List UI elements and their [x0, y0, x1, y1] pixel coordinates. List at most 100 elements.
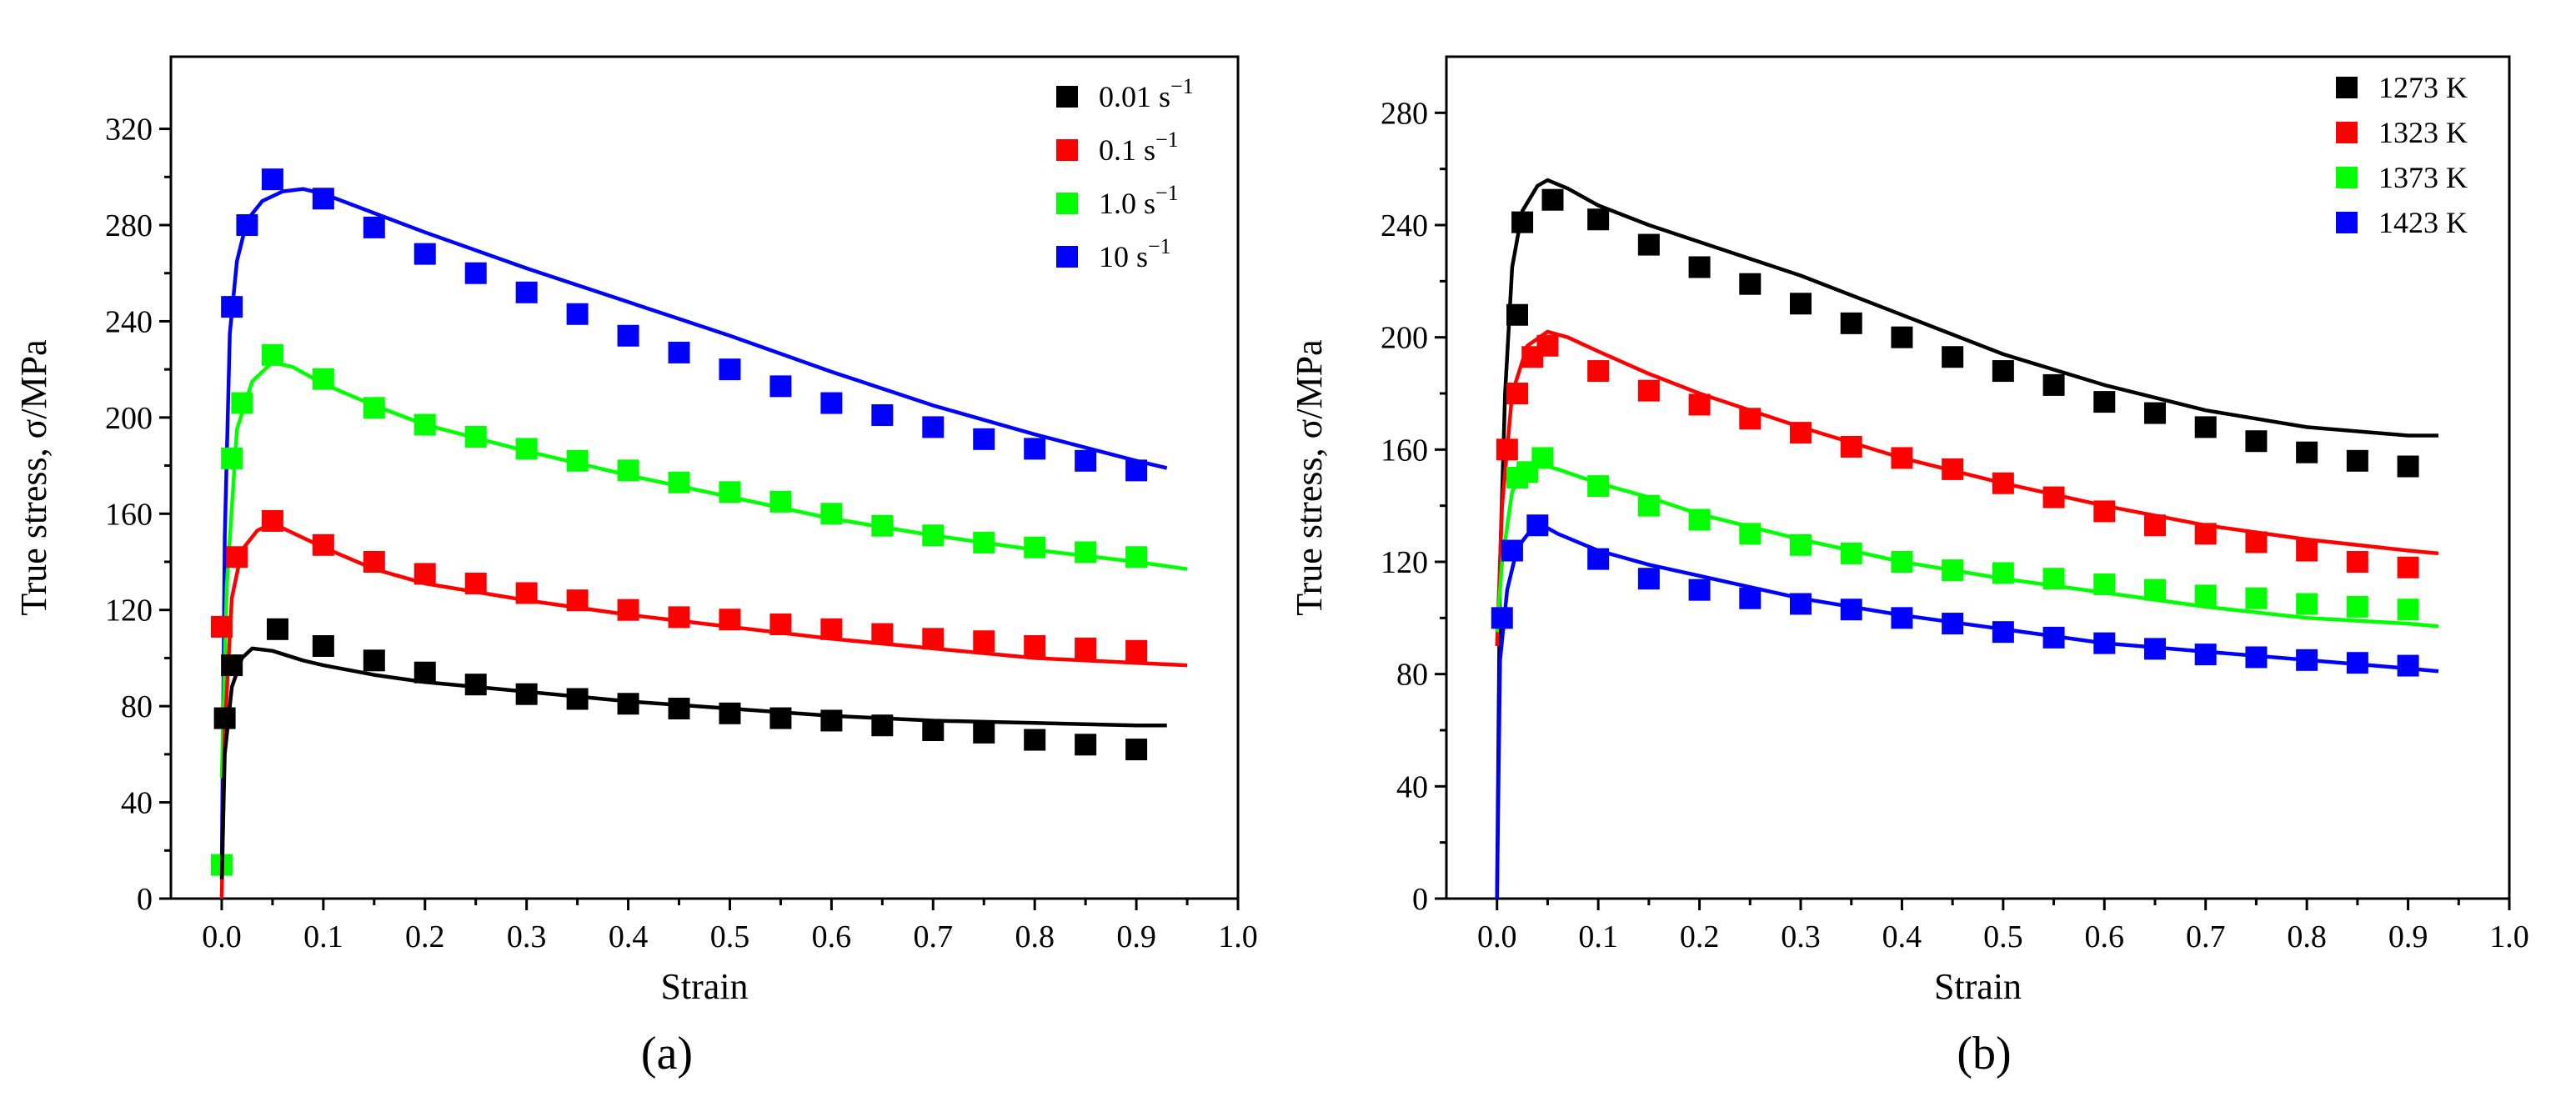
chart-b-marker-1373-k: [2245, 587, 2268, 609]
chart-a-marker-0-01-s: [922, 719, 945, 741]
chart-a-marker-10-s: [221, 296, 243, 318]
chart-b-marker-1273-k: [2397, 455, 2419, 478]
chart-a-marker-1-0-s: [769, 490, 792, 513]
chart-b-marker-1273-k: [1739, 273, 1762, 295]
chart-b-marker-1323-k: [1992, 472, 2014, 494]
chart-b-marker-1373-k: [2194, 584, 2217, 607]
chart-a-marker-10-s: [973, 428, 995, 450]
chart-a-marker-1-0-s: [617, 459, 639, 482]
chart-a-x-tick-label: 0.4: [609, 919, 649, 954]
chart-a-marker-10-s: [769, 375, 792, 398]
chart-b-marker-1423-k: [1840, 599, 1862, 621]
chart-b-marker-1423-k: [1526, 514, 1549, 537]
chart-a-legend-swatch: [1056, 246, 1078, 268]
chart-a-marker-10-s: [312, 188, 334, 210]
chart-b-marker-1273-k: [2245, 430, 2268, 453]
chart-a-legend-label: 10 s−1: [1099, 234, 1171, 273]
chart-a-series-line-0-1-s: [219, 521, 1188, 899]
chart-b-marker-1423-k: [1891, 607, 1913, 629]
chart-a-marker-0-01-s: [515, 683, 538, 705]
chart-b-legend-swatch: [2336, 122, 2358, 143]
chart-a-y-tick-label: 0: [137, 882, 153, 917]
chart-a-marker-1-0-s: [1024, 536, 1046, 558]
chart-a-marker-0-01-s: [363, 649, 385, 672]
chart-a-marker-0-1-s: [1125, 639, 1148, 662]
chart-a-y-tick-label: 200: [105, 401, 153, 436]
chart-b-marker-1273-k: [1541, 188, 1564, 211]
chart-a-x-axis-title: Strain: [660, 966, 748, 1007]
chart-b-marker-1373-k: [1531, 447, 1554, 469]
chart-b-series-line-1273-k: [1495, 178, 2438, 899]
chart-a-marker-0-1-s: [226, 546, 248, 569]
chart-b-marker-1273-k: [1637, 233, 1660, 256]
chart-b-marker-1423-k: [1501, 539, 1523, 562]
chart-b-marker-1323-k: [1637, 379, 1660, 402]
chart-a-marker-10-s: [515, 281, 538, 303]
chart-b-y-tick-label: 280: [1381, 96, 1428, 131]
chart-b-marker-1323-k: [2042, 486, 2065, 508]
chart-b-marker-1323-k: [1739, 408, 1762, 430]
chart-a-x-tick-label: 0.9: [1116, 919, 1156, 954]
chart-b-marker-1373-k: [2397, 599, 2419, 621]
chart-a-marker-1-0-s: [515, 438, 538, 460]
chart-a-marker-1-0-s: [668, 471, 690, 493]
chart-a-panel-label: (a): [641, 1028, 693, 1079]
chart-a-marker-0-01-s: [1125, 739, 1148, 761]
chart-a-marker-10-s: [236, 214, 258, 236]
chart-b-marker-1323-k: [2346, 551, 2368, 573]
chart-a-y-axis-title: True stress, σ/MPa: [13, 339, 54, 615]
chart-a-marker-1-0-s: [973, 531, 995, 553]
chart-a-legend-swatch: [1056, 86, 1078, 108]
chart-a-y-tick-label: 280: [105, 208, 153, 243]
chart-a-marker-0-1-s: [1075, 637, 1097, 659]
chart-a-series-line-0-01-s: [219, 646, 1167, 879]
chart-b-plot-frame: [1445, 55, 2511, 900]
chart-a-marker-10-s: [668, 341, 690, 363]
chart-b-marker-1423-k: [1942, 613, 1964, 635]
chart-b-marker-1323-k: [1506, 383, 1528, 404]
chart-b-legend-label: 1273 K: [2378, 71, 2468, 104]
chart-b-marker-1373-k: [1587, 475, 1610, 498]
chart-b-legend-label: 1423 K: [2378, 206, 2468, 239]
chart-b-marker-1373-k: [2346, 595, 2368, 618]
chart-a-marker-10-s: [617, 324, 639, 347]
chart-a-marker-0-1-s: [769, 614, 792, 636]
chart-b-x-tick-label: 0.8: [2287, 919, 2327, 954]
chart-b-marker-1323-k: [1496, 438, 1518, 461]
chart-a-plot-frame: [169, 55, 1240, 900]
chart-a-marker-0-01-s: [413, 661, 436, 684]
chart-a-marker-0-01-s: [213, 707, 236, 729]
chart-a-marker-0-01-s: [871, 714, 894, 737]
chart-a-legend-label: 0.1 s−1: [1099, 128, 1179, 167]
chart-a-y-tick-label: 160: [105, 497, 153, 532]
chart-b-marker-1273-k: [2093, 391, 2116, 413]
chart-a-y-tick-label: 40: [121, 786, 153, 821]
chart-b-marker-1323-k: [1891, 447, 1913, 469]
chart-b-marker-1273-k: [2194, 416, 2217, 438]
chart-b-marker-1323-k: [2093, 500, 2116, 523]
chart-b-marker-1273-k: [1790, 293, 1812, 315]
chart-a-marker-10-s: [719, 358, 741, 381]
chart-a-marker-1-0-s: [261, 343, 283, 366]
chart-a-marker-1-0-s: [871, 514, 894, 537]
chart-a-marker-0-1-s: [210, 615, 233, 638]
chart-a-y-tick-label: 80: [121, 689, 153, 724]
chart-b-y-tick-label: 40: [1396, 769, 1428, 804]
chart-b-marker-1423-k: [1587, 548, 1610, 570]
chart-b-marker-1323-k: [1942, 458, 1964, 480]
chart-a-marker-1-0-s: [566, 449, 589, 472]
chart-b-panel-label: (b): [1957, 1028, 2011, 1079]
chart-a-marker-0-1-s: [261, 509, 283, 532]
chart-a-x-tick-label: 0.1: [303, 919, 343, 954]
chart-b-y-tick-label: 120: [1381, 545, 1428, 580]
chart-b-marker-1273-k: [1511, 211, 1534, 233]
chart-b-marker-1373-k: [2144, 579, 2166, 601]
chart-a-marker-10-s: [413, 243, 436, 265]
chart-b-marker-1273-k: [2346, 449, 2368, 472]
chart-b-x-tick-label: 0.0: [1477, 919, 1517, 954]
chart-a-marker-1-0-s: [820, 503, 843, 525]
chart-a-legend-swatch: [1056, 193, 1078, 214]
chart-b-x-tick-label: 0.5: [1983, 919, 2023, 954]
chart-a-marker-10-s: [1024, 438, 1046, 460]
